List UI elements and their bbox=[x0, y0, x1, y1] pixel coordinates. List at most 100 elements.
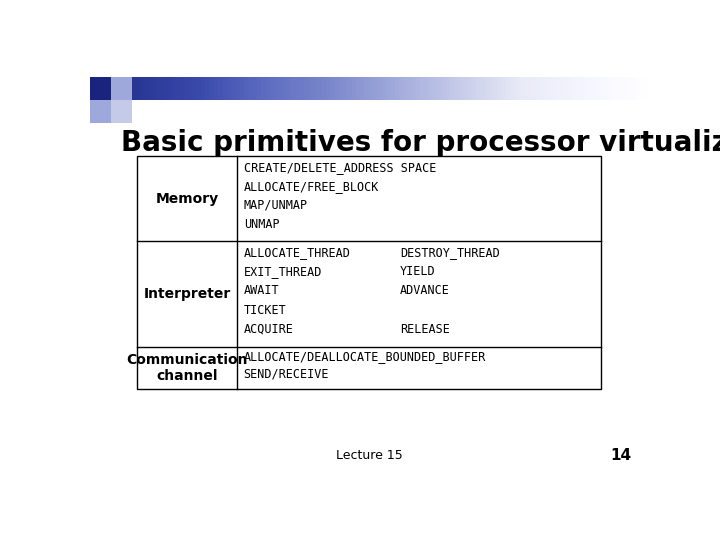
Text: ALLOCATE/FREE_BLOCK: ALLOCATE/FREE_BLOCK bbox=[243, 180, 379, 193]
Bar bbox=[90, 77, 111, 100]
Bar bbox=[261, 77, 266, 100]
Bar bbox=[408, 77, 413, 100]
Bar bbox=[347, 77, 352, 100]
Bar bbox=[188, 77, 193, 100]
Text: CREATE/DELETE_ADDRESS SPACE: CREATE/DELETE_ADDRESS SPACE bbox=[243, 161, 436, 174]
Bar bbox=[592, 77, 597, 100]
Bar bbox=[171, 77, 176, 100]
Bar bbox=[253, 77, 258, 100]
Bar bbox=[283, 77, 288, 100]
Bar bbox=[600, 77, 606, 100]
Bar bbox=[192, 77, 197, 100]
Bar bbox=[141, 77, 146, 100]
Bar bbox=[176, 77, 180, 100]
Bar bbox=[605, 77, 610, 100]
Bar bbox=[138, 156, 600, 389]
Bar bbox=[425, 77, 429, 100]
Bar bbox=[480, 77, 485, 100]
Text: ALLOCATE_THREAD: ALLOCATE_THREAD bbox=[243, 246, 351, 259]
Bar bbox=[519, 77, 524, 100]
Bar bbox=[644, 77, 649, 100]
Bar bbox=[292, 77, 296, 100]
Bar bbox=[631, 77, 636, 100]
Bar bbox=[549, 77, 554, 100]
Bar bbox=[575, 77, 580, 100]
Bar bbox=[562, 77, 567, 100]
Bar bbox=[459, 77, 464, 100]
Bar bbox=[399, 77, 404, 100]
Bar bbox=[163, 77, 167, 100]
Bar bbox=[571, 77, 575, 100]
Bar bbox=[137, 77, 142, 100]
Text: Basic primitives for processor virtualization: Basic primitives for processor virtualiz… bbox=[121, 129, 720, 157]
Text: Lecture 15: Lecture 15 bbox=[336, 449, 402, 462]
Text: RELEASE: RELEASE bbox=[400, 323, 450, 336]
Bar bbox=[150, 77, 155, 100]
Text: EXIT_THREAD: EXIT_THREAD bbox=[243, 265, 322, 278]
Bar bbox=[386, 77, 391, 100]
Bar bbox=[446, 77, 451, 100]
Bar bbox=[416, 77, 420, 100]
Bar bbox=[554, 77, 558, 100]
Bar bbox=[567, 77, 571, 100]
Bar bbox=[373, 77, 378, 100]
Bar bbox=[420, 77, 425, 100]
Text: ADVANCE: ADVANCE bbox=[400, 285, 450, 298]
Bar bbox=[580, 77, 584, 100]
Bar bbox=[343, 77, 348, 100]
Bar bbox=[618, 77, 623, 100]
Bar bbox=[111, 100, 132, 123]
Bar bbox=[412, 77, 417, 100]
Bar bbox=[541, 77, 546, 100]
Bar bbox=[523, 77, 528, 100]
Bar bbox=[338, 77, 343, 100]
Bar bbox=[351, 77, 356, 100]
Bar bbox=[532, 77, 537, 100]
Bar bbox=[609, 77, 614, 100]
Bar bbox=[321, 77, 326, 100]
Bar bbox=[613, 77, 618, 100]
Bar bbox=[201, 77, 206, 100]
Bar bbox=[330, 77, 335, 100]
Bar bbox=[454, 77, 459, 100]
Bar bbox=[90, 100, 111, 123]
Bar bbox=[485, 77, 490, 100]
Bar bbox=[296, 77, 300, 100]
Bar bbox=[266, 77, 271, 100]
Bar bbox=[498, 77, 503, 100]
Bar bbox=[218, 77, 223, 100]
Bar bbox=[515, 77, 520, 100]
Bar bbox=[158, 77, 163, 100]
Text: MAP/UNMAP: MAP/UNMAP bbox=[243, 199, 308, 212]
Text: YIELD: YIELD bbox=[400, 265, 436, 278]
Bar bbox=[270, 77, 275, 100]
Bar bbox=[476, 77, 481, 100]
Bar bbox=[244, 77, 249, 100]
Bar bbox=[369, 77, 374, 100]
Bar bbox=[382, 77, 387, 100]
Bar bbox=[305, 77, 309, 100]
Text: ALLOCATE/DEALLOCATE_BOUNDED_BUFFER: ALLOCATE/DEALLOCATE_BOUNDED_BUFFER bbox=[243, 350, 486, 363]
Bar bbox=[596, 77, 601, 100]
Bar bbox=[356, 77, 361, 100]
Bar bbox=[467, 77, 472, 100]
Bar bbox=[222, 77, 228, 100]
Text: 14: 14 bbox=[610, 448, 631, 463]
Bar bbox=[197, 77, 202, 100]
Bar bbox=[227, 77, 232, 100]
Bar bbox=[433, 77, 438, 100]
Bar bbox=[545, 77, 550, 100]
Bar bbox=[287, 77, 292, 100]
Bar bbox=[205, 77, 210, 100]
Bar bbox=[231, 77, 236, 100]
Text: SEND/RECEIVE: SEND/RECEIVE bbox=[243, 367, 329, 380]
Bar bbox=[442, 77, 446, 100]
Text: TICKET: TICKET bbox=[243, 303, 287, 317]
Bar bbox=[635, 77, 640, 100]
Bar bbox=[463, 77, 468, 100]
Bar bbox=[639, 77, 644, 100]
Bar bbox=[377, 77, 382, 100]
Text: Interpreter: Interpreter bbox=[143, 287, 231, 301]
Bar bbox=[506, 77, 511, 100]
Bar bbox=[154, 77, 158, 100]
